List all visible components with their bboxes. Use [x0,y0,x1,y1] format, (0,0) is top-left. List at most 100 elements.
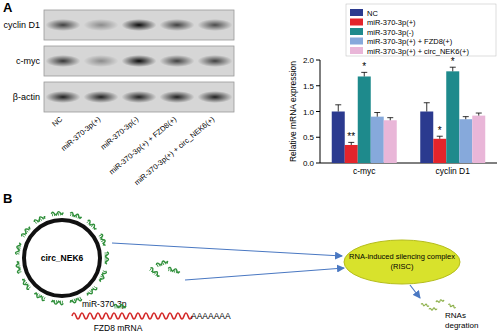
legend-label: miR-370-3p(-) [367,28,414,37]
mirna-tick [17,253,19,255]
mirna-tick [70,300,72,302]
y-tick-label: 1.0 [303,108,315,117]
mirna [86,286,98,297]
error-bar [463,117,469,120]
mrna [72,313,192,319]
error-cap [335,104,341,105]
error-bar [335,105,341,112]
mirna-tick [44,217,45,219]
mirna [21,226,31,238]
legend-label: miR-370-3p(+) + circ_NEK6(+) [367,47,469,56]
mirna-strand [106,252,109,264]
mirna-tick [103,244,105,245]
y-tick [316,85,320,86]
significance-mark: * [362,61,366,72]
panel-label: A [3,0,13,15]
fragment [436,299,444,303]
mirna-tick [115,306,116,309]
mirna-tick [123,306,124,309]
legend-label: miR-370-3p(+) [367,18,416,27]
mirna-tick [44,297,45,299]
legend-label: NC [367,9,378,18]
significance-mark: ** [347,131,355,142]
mirna-tick [121,306,122,309]
mirna-tick [87,293,89,295]
mirna-tick [39,220,40,222]
mirna [21,278,31,290]
blot-row [44,46,234,76]
mirna-tick [168,269,170,271]
mirna-tick [94,286,96,288]
diagram: circ_NEK6miR-370-3pAAAAAAAFZD8 mRNARNA-i… [15,211,478,333]
mirna-tick [40,295,41,297]
blot-band [160,91,195,103]
mirna-tick [105,261,108,262]
mirna-tick [154,273,156,275]
blot-row [44,82,234,112]
mirna-strand [34,293,46,302]
error-bar [424,103,430,112]
poly-a: AAAAAAA [191,311,231,321]
mirna-tick [72,299,74,301]
mirna-tick [19,271,21,273]
mirna-tick [90,224,92,226]
mirna-tick [166,261,168,263]
mirna-tick [79,297,81,299]
blot-band [84,55,119,67]
fragment [421,303,429,306]
y-tick [316,163,320,164]
mirna-strand [21,226,30,237]
mirna-tick [99,235,101,236]
mirna-tick [170,269,172,271]
mirna-tick [37,221,38,223]
blot-band [122,91,157,103]
mirna-tick [105,257,108,258]
error-cap [424,102,430,103]
y-tick-label: 2.0 [303,56,315,65]
mirna-tick [103,271,105,272]
mirna-tick [77,216,79,218]
legend-swatch [350,28,363,35]
mirna [98,270,107,283]
x-tick-label: c-myc [353,166,376,176]
mirna [86,219,98,230]
circ-label: circ_NEK6 [41,253,84,263]
mirna [34,292,46,301]
mirna-tick [79,217,81,219]
mirna-tick [164,262,166,264]
mirna-tick [25,232,27,233]
error-cap [476,113,482,114]
risc-label: RNA-induced silencing complex [349,252,455,261]
mirna-tick [27,229,29,230]
mirna-tick [102,273,104,274]
blot-band [198,55,233,67]
mirna-tick [58,300,59,302]
mirna-label: miR-370-3p [82,299,127,309]
mirna [51,300,63,305]
mirna-tick [42,296,43,298]
error-cap [374,112,380,113]
mirna-tick [100,239,102,240]
mirna [15,242,21,255]
mirna-strand [51,211,63,215]
bar [358,76,371,163]
mirna-tick [29,228,31,229]
error-bar [374,113,380,117]
mirna-tick [74,299,76,301]
mirna-tick [17,263,19,265]
mirna-tick [70,214,72,216]
mirna-tick [157,275,159,277]
mirna-tick [74,215,76,217]
y-tick-label: 0.0 [303,159,315,168]
mirna-tick [62,301,63,303]
mirna-tick [60,213,61,215]
mirna [15,261,21,274]
error-line [452,67,453,71]
y-tick-label: 0.5 [303,133,315,142]
mirna-strand [34,215,46,224]
mirna-tick [18,265,20,267]
mirna-tick [76,216,78,218]
bar [433,139,446,163]
mirna-strand [21,279,30,290]
mirna-tick [94,228,96,230]
